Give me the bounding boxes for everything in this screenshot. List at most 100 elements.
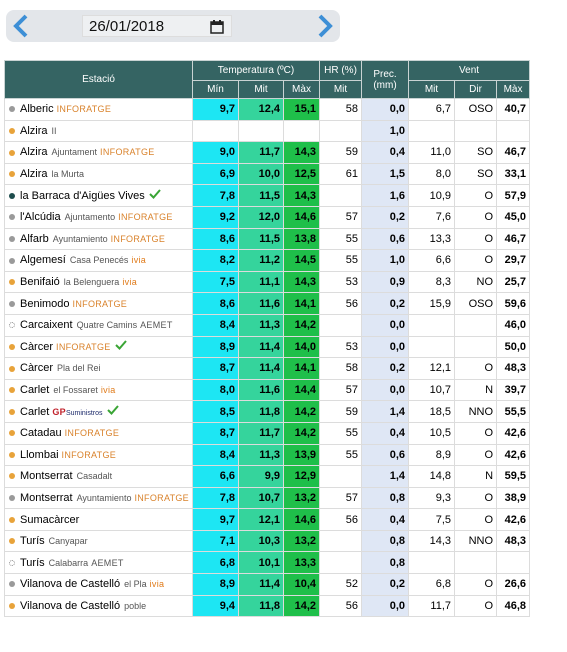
status-dot <box>9 516 15 523</box>
value-cell: 50,0 <box>496 335 531 359</box>
station-cell: Càrcer Pla del Rei <box>4 357 193 380</box>
station-source: AEMET <box>91 557 124 568</box>
value-cell <box>496 551 531 575</box>
value-cell: 13,9 <box>282 443 321 467</box>
station-cell: Alfarb Ayuntamiento INFORATGE <box>4 227 193 251</box>
value-cell: 55 <box>319 249 363 272</box>
value-cell: 0,0 <box>361 98 410 121</box>
station-name: Catadau <box>20 427 62 440</box>
value-cell: 14,4 <box>282 378 321 402</box>
station-source: INFORATGE <box>61 449 117 460</box>
value-cell: 57 <box>319 205 363 229</box>
value-cell <box>282 119 321 143</box>
station-cell: Vilanova de Castelló poble <box>4 594 193 618</box>
value-cell: 9,9 <box>238 465 284 488</box>
status-dot <box>9 235 15 242</box>
value-cell: 11,4 <box>238 357 284 380</box>
station-row: Montserrat Ayuntamiento INFORATGE 7,8 10,7 13… <box>4 486 531 510</box>
value-cell: 0,2 <box>361 573 410 596</box>
status-dot <box>9 495 15 502</box>
station-row: Montserrat Casadalt 6,6 9,9 12,9 1,4 14,8 N 59,5 <box>4 465 531 488</box>
value-cell: 10,7 <box>238 486 284 510</box>
value-cell <box>454 313 498 337</box>
station-name: Carlet <box>20 406 50 419</box>
check-icon <box>114 340 127 353</box>
calendar-icon[interactable] <box>209 19 225 35</box>
value-cell: O <box>454 184 498 207</box>
value-cell: 7,5 <box>408 508 456 531</box>
station-row: Catadau INFORATGE 8,7 11,7 14,2 55 0,4 10,5 O 42,… <box>4 421 531 445</box>
station-row: Càrcer Pla del Rei 8,7 11,4 14,1 58 0,2 12,1 O 48… <box>4 357 531 380</box>
value-cell: O <box>454 227 498 251</box>
station-cell: Sumacàrcer <box>4 508 193 531</box>
value-cell: 6,6 <box>192 465 239 488</box>
value-cell: 15,1 <box>282 98 321 121</box>
station-cell: Algemesí Casa Penecés ivia <box>4 249 193 272</box>
value-cell <box>192 119 239 143</box>
value-cell: 7,5 <box>192 270 239 294</box>
station-row: Benifaió la Belenguera ivia 7,5 11,1 14,3 53 0,… <box>4 270 531 294</box>
station-name: Càrcer <box>20 341 54 354</box>
value-cell: 57 <box>319 378 363 402</box>
station-name: Vilanova de Castelló <box>20 599 121 612</box>
header-humidity: HR (%) <box>319 60 363 81</box>
status-dot <box>9 214 15 221</box>
value-cell: 48,3 <box>496 529 531 553</box>
value-cell: 0,6 <box>361 227 410 251</box>
value-cell: 14,3 <box>282 141 321 164</box>
next-day[interactable] <box>312 14 336 38</box>
value-cell: O <box>454 486 498 510</box>
station-name: Càrcer <box>20 362 54 375</box>
prev-day[interactable] <box>10 14 34 38</box>
value-cell: 6,9 <box>192 162 239 186</box>
value-cell: 14,3 <box>282 270 321 294</box>
value-cell <box>319 529 363 553</box>
value-cell: N <box>454 378 498 402</box>
value-cell: 29,7 <box>496 249 531 272</box>
value-cell: 10,9 <box>408 184 456 207</box>
value-cell: OSO <box>454 292 498 315</box>
value-cell <box>454 119 498 143</box>
value-cell: 0,9 <box>361 270 410 294</box>
value-cell: 8,9 <box>192 573 239 596</box>
status-dot <box>9 430 15 437</box>
station-cell: Benifaió la Belenguera ivia <box>4 270 193 294</box>
value-cell: 57,9 <box>496 184 531 207</box>
value-cell: 25,7 <box>496 270 531 294</box>
value-cell: O <box>454 205 498 229</box>
value-cell: 8,3 <box>408 270 456 294</box>
value-cell: 11,0 <box>408 141 456 164</box>
value-cell: SO <box>454 162 498 186</box>
value-cell: 9,3 <box>408 486 456 510</box>
status-dot <box>9 344 15 351</box>
station-name: Montserrat <box>20 470 73 483</box>
station-source: INFORATGE <box>72 298 128 309</box>
value-cell: 11,8 <box>238 400 284 423</box>
station-cell: Càrcer INFORATGE <box>4 335 193 359</box>
value-cell: O <box>454 573 498 596</box>
station-place: poble <box>124 600 147 611</box>
value-cell: 14,1 <box>282 292 321 315</box>
station-row: Vilanova de Castelló poble 9,4 11,8 14,2 56 0,… <box>4 594 531 618</box>
value-cell: 8,4 <box>192 443 239 467</box>
value-cell: 56 <box>319 508 363 531</box>
value-cell: 14,6 <box>282 508 321 531</box>
station-place: la Murta <box>51 169 85 180</box>
station-row: Algemesí Casa Penecés ivia 8,2 11,2 14,5 55 1,0… <box>4 249 531 272</box>
value-cell: 57 <box>319 486 363 510</box>
station-row: Carcaixent Quatre Camins AEMET 8,4 11,3 14,2 0… <box>4 313 531 337</box>
value-cell <box>454 335 498 359</box>
value-cell <box>319 313 363 337</box>
station-name: Turís <box>20 556 45 569</box>
date-input[interactable]: 26/01/2018 <box>82 15 232 37</box>
station-name: Montserrat <box>20 491 73 504</box>
value-cell: 12,0 <box>238 205 284 229</box>
station-cell: l'Alcúdia Ajuntamento INFORATGE <box>4 205 193 229</box>
value-cell: 14,2 <box>282 313 321 337</box>
value-cell: 59 <box>319 141 363 164</box>
station-row: Alzira la Murta 6,9 10,0 12,5 61 1,5 8,0 SO 33,1 <box>4 162 531 186</box>
station-name: Alzira <box>20 168 48 181</box>
station-place: Pla del Rei <box>57 363 101 374</box>
value-cell: NO <box>454 270 498 294</box>
value-cell: 0,0 <box>361 594 410 618</box>
